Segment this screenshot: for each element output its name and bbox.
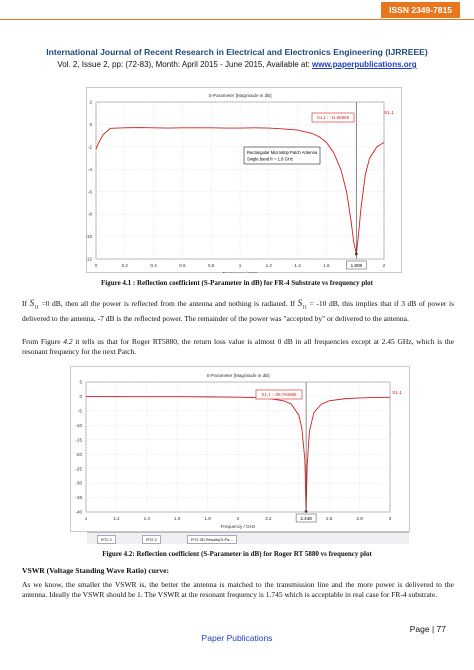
para1-text-3: = -10 dB, this implies that if 3 dB of p…	[22, 299, 454, 323]
y-tick-label: 5	[79, 380, 82, 385]
figure-4-2-chart: S-Parameter [Magnitude in dB] 5 0 -5 -10 -15 -…	[70, 366, 410, 532]
y-tick-label: -40	[75, 510, 82, 515]
y-tick-label: 0	[89, 122, 92, 127]
x-tick-label: 2.2	[265, 516, 272, 521]
annotation-line: Rectangular Microstrip Patch Antenna	[247, 150, 318, 155]
tab-rt22-a[interactable]: RT2.2	[97, 535, 116, 544]
x-tick-label: 1.4	[144, 516, 151, 521]
para2-text-1: From Figure	[22, 337, 64, 346]
legend-entry-s11: S1,1	[392, 390, 402, 396]
y-tick-label: -25	[75, 466, 82, 471]
marker-x-label: 1.808	[351, 263, 363, 268]
annotation-box	[243, 146, 321, 165]
page-number: Page | 77	[409, 624, 446, 634]
x-tick-label: 1.8	[204, 516, 211, 521]
figure-4-2-svg: S-Parameter [Magnitude in dB] 5 0 -5 -10 -15 -…	[70, 366, 410, 532]
series-line-s11	[85, 396, 391, 512]
paragraph-vswr: As we know, the smaller the VSWR is, the…	[22, 580, 454, 599]
y-tick-label: 0	[79, 394, 82, 399]
y-tick-label: -10	[75, 423, 82, 428]
x-tick-label: 1.2	[113, 516, 120, 521]
y-tick-label: -35	[75, 495, 82, 500]
x-tick-label: 1.2	[266, 263, 273, 268]
y-tick-label: -6	[88, 189, 93, 194]
figure-4-1-svg: S-Parameter [Magnitude in dB] 2 0 -2 -4 -6 -8 -…	[86, 87, 402, 273]
x-tick-label: 0.4	[150, 263, 157, 268]
para1-text-2: =0 dB, then all the power is reflected f…	[38, 299, 298, 308]
header-rule	[0, 19, 474, 20]
tab-rt23d-results[interactable]: RT2.3D Results(S-Pa...	[187, 535, 237, 544]
section-heading-vswr: VSWR (Voltage Standing Wave Ratio) curve…	[22, 566, 170, 575]
chart-title: S-Parameter [Magnitude in dB]	[208, 93, 271, 98]
footer-publisher: Paper Publications	[201, 633, 273, 643]
y-tick-label: -10	[86, 234, 92, 239]
volume-info: Vol. 2, Issue 2, pp: (72-83), Month: Apr…	[0, 60, 474, 69]
chart-title: S-Parameter [Magnitude in dB]	[206, 373, 269, 378]
y-tick-label: -20	[75, 452, 82, 457]
journal-url-link[interactable]: www.paperpublications.org	[312, 60, 417, 69]
x-tick-label: 2.8	[356, 516, 363, 521]
annotation-line: Single band fr = 1.8 GHz	[247, 157, 293, 162]
marker-x-box	[346, 260, 367, 270]
para1-text-1: If	[22, 299, 30, 308]
s11-subscript-b: 11	[302, 305, 307, 311]
x-axis-label: Frequency / GHz	[223, 271, 258, 273]
marker-label: S1,1 : -11.55965	[317, 115, 350, 120]
s11-symbol-a: S	[29, 298, 35, 308]
x-tick-label: 1.4	[294, 263, 301, 268]
y-tick-label: -5	[78, 408, 83, 413]
issn-badge: ISSN 2349-7815	[381, 2, 460, 18]
s11-symbol-b: S	[297, 298, 303, 308]
x-tick-label: 2	[237, 516, 240, 521]
y-tick-label: -4	[88, 167, 93, 172]
y-tick-label: -8	[88, 212, 93, 217]
marker-label-box	[311, 112, 355, 123]
x-tick-label: 2	[383, 263, 386, 268]
volume-text: Vol. 2, Issue 2, pp: (72-83), Month: Apr…	[57, 60, 313, 69]
x-tick-label: 3	[389, 516, 392, 521]
y-tick-label: -12	[86, 257, 92, 262]
marker-x-label: 2.448	[300, 516, 312, 521]
x-tick-label: 2.6	[326, 516, 333, 521]
x-tick-label: 0	[95, 263, 98, 268]
y-tick-label: 2	[89, 100, 92, 105]
x-tick-label: 0.6	[179, 263, 186, 268]
para2-text-2: it tells us that for Roger RT5880, the r…	[22, 337, 454, 356]
x-tick-label: 1	[85, 516, 88, 521]
tab-rt22-b[interactable]: RT2.2	[142, 535, 161, 544]
y-tick-label: -2	[88, 144, 93, 149]
x-axis-label: Frequency / GHz	[221, 524, 256, 529]
marker-label: S1,1 : -39.784596	[262, 392, 297, 397]
series-line-s11	[95, 127, 385, 255]
x-tick-label: 0.8	[208, 263, 215, 268]
marker-point	[304, 509, 308, 513]
s11-subscript-a: 11	[34, 305, 39, 311]
paragraph-rt5880: From Figure 4.2 it tells us that for Rog…	[22, 337, 454, 357]
figure-4-1-caption: Figure 4.1 : Reflection coefficient (S-P…	[100, 279, 374, 287]
marker-point	[354, 252, 358, 256]
results-tab-bar: RT2.2 RT2.2 RT2.3D Results(S-Pa...	[87, 532, 409, 544]
marker-label-box	[255, 389, 303, 400]
legend-entry-s11: S1,1	[384, 110, 394, 116]
paragraph-s11: If S11 =0 dB, then all the power is refl…	[22, 298, 454, 324]
x-tick-label: 1.6	[323, 263, 330, 268]
figure-reference: 4.2	[63, 337, 73, 346]
marker-x-box	[295, 513, 317, 523]
figure-4-2-caption: Figure 4.2: Reflection coefficient (S-Pa…	[102, 550, 372, 558]
journal-title: International Journal of Recent Research…	[46, 47, 428, 57]
x-tick-label: 1	[239, 263, 242, 268]
figure-4-1-chart: S-Parameter [Magnitude in dB] 2 0 -2 -4 -6 -8 -…	[86, 87, 402, 273]
y-tick-label: -30	[75, 481, 82, 486]
x-tick-label: 0.2	[122, 263, 129, 268]
x-tick-label: 1.6	[174, 516, 181, 521]
y-tick-label: -15	[75, 437, 82, 442]
